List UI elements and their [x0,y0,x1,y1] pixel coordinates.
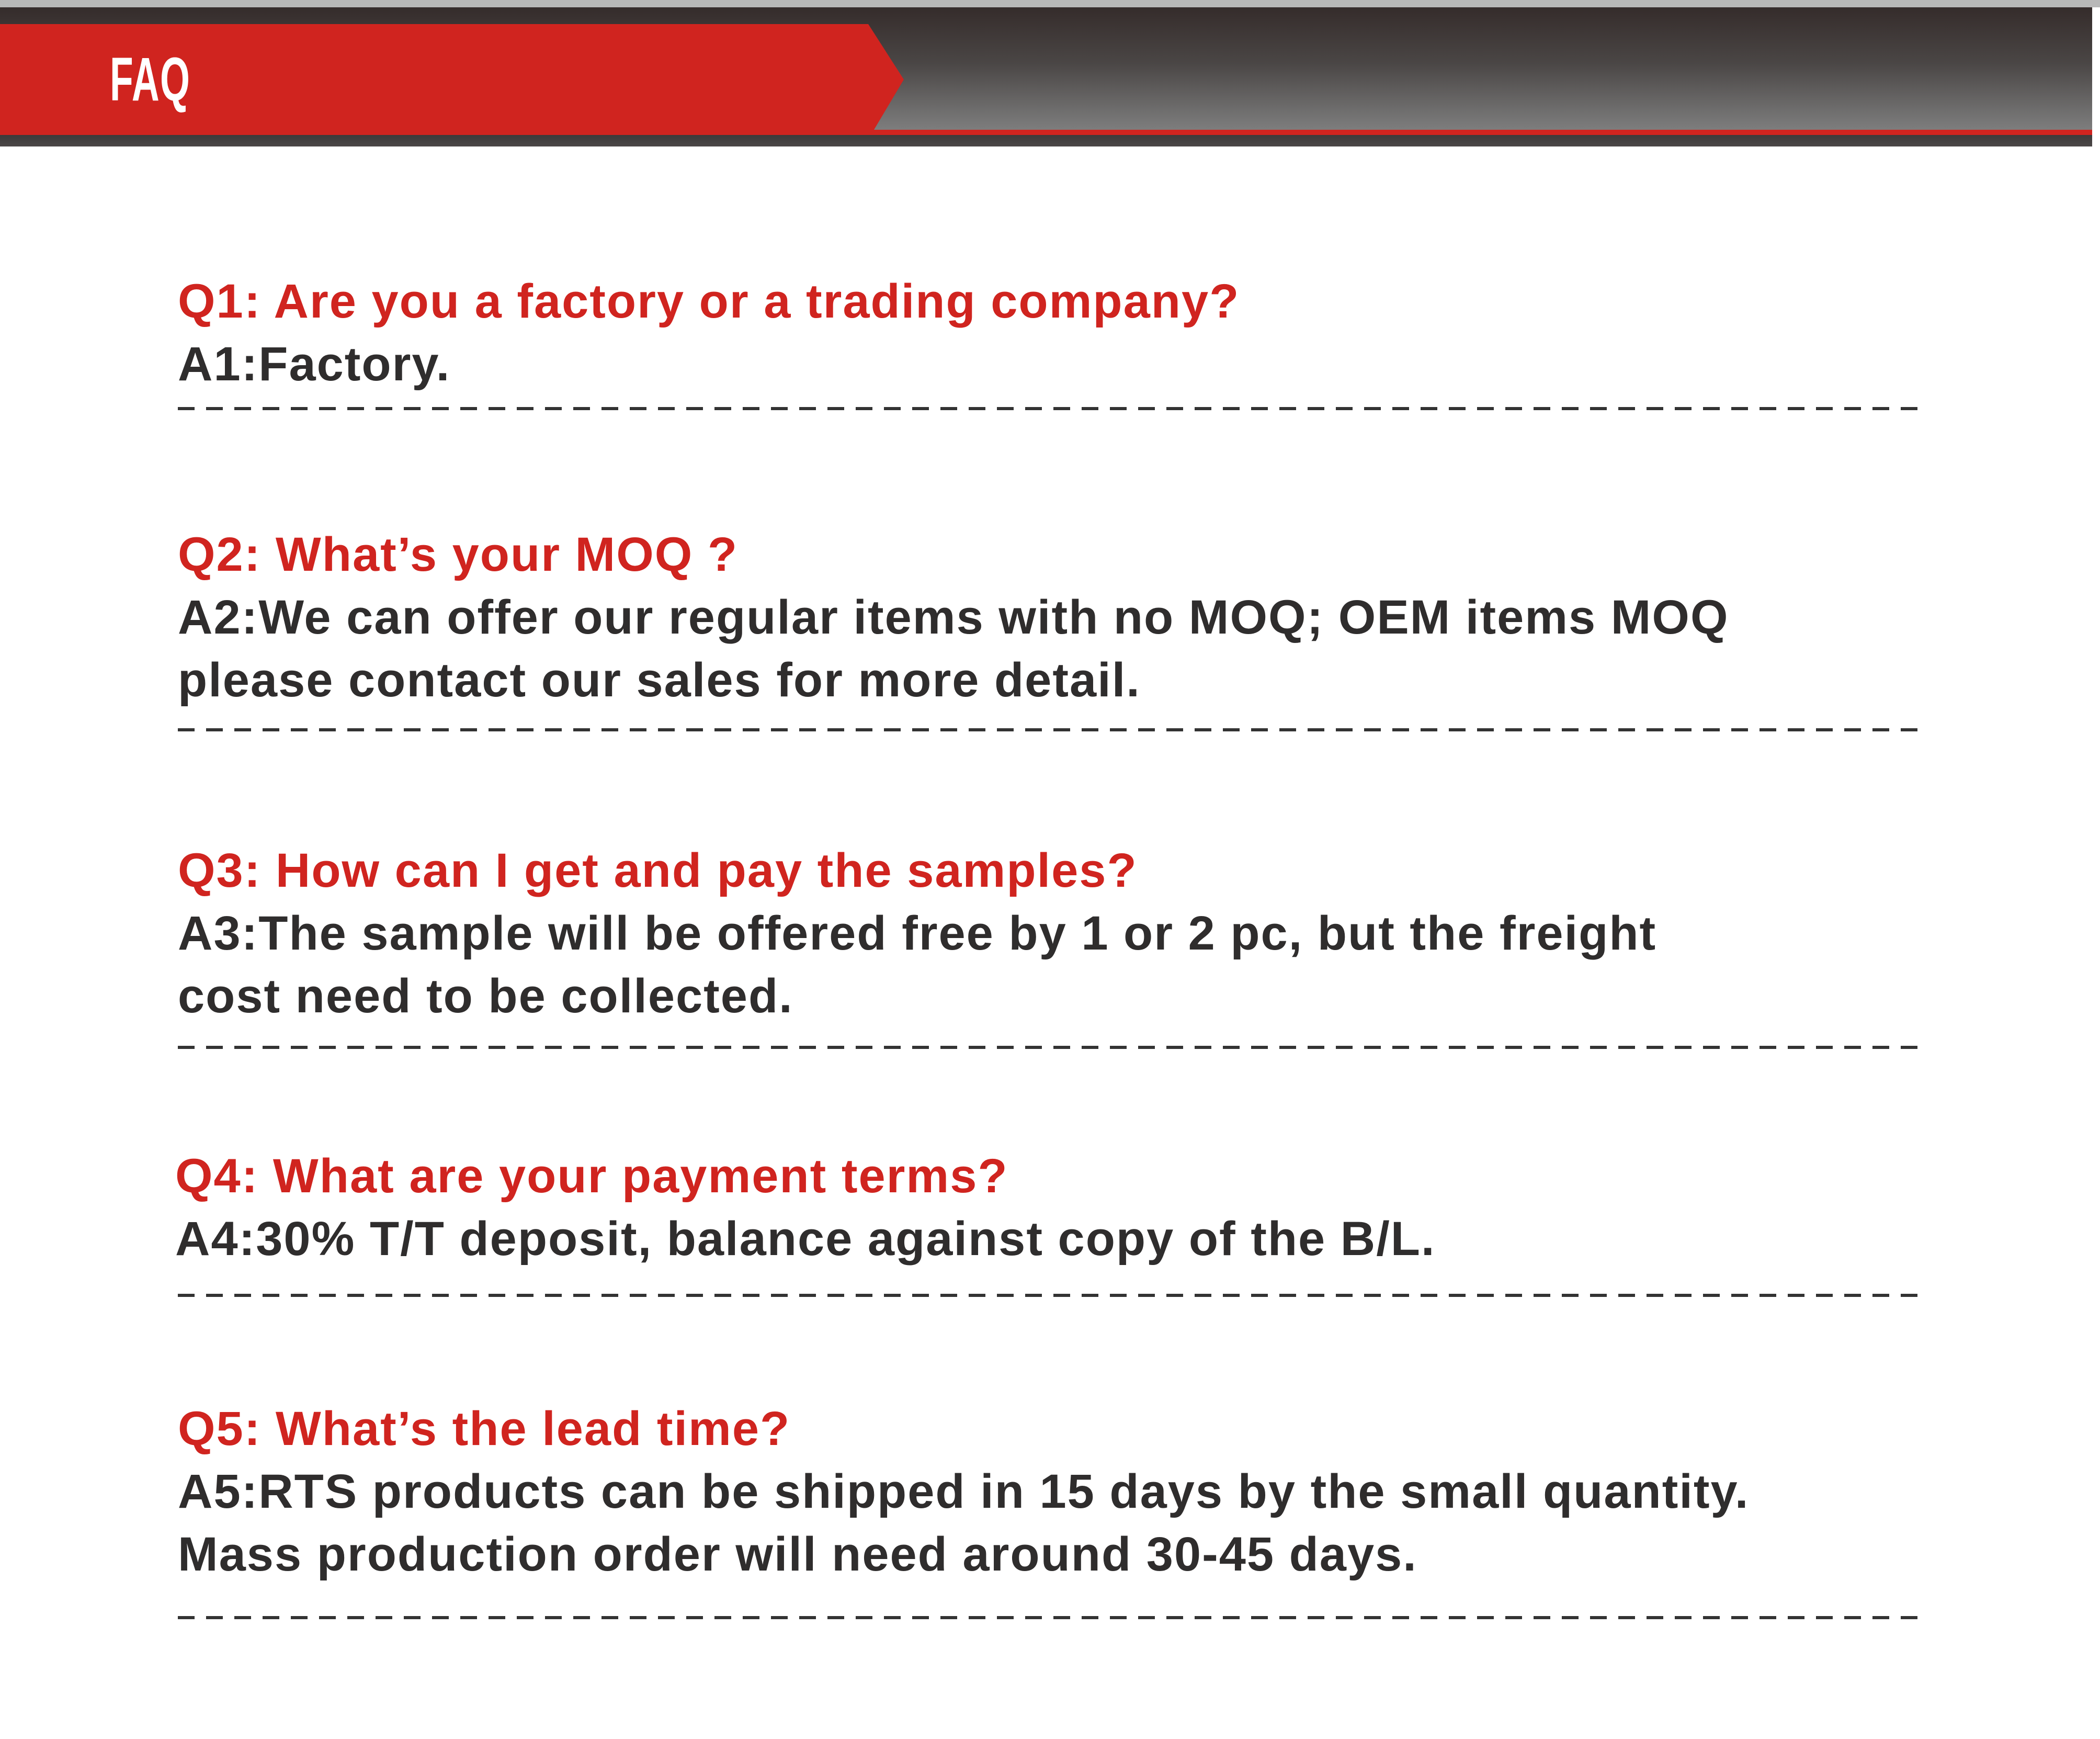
faq-item-2: Q2: What’s your MOQ ? A2:We can offer ou… [178,523,1956,712]
question: Q5: What’s the lead time? [178,1402,791,1455]
answer: A1:Factory. [178,337,451,391]
faq-item-4: Q4: What are your payment terms? A4:30% … [175,1145,1954,1270]
question: Q2: What’s your MOQ ? [178,528,739,581]
top-border [0,0,2100,7]
header-bottom-strip [0,135,2092,146]
answer: A5:RTS products can be shipped in 15 day… [178,1465,1750,1518]
answer: A4:30% T/T deposit, balance against copy… [175,1212,1436,1266]
question: Q3: How can I get and pay the samples? [178,844,1138,897]
page-title: FAQ [110,45,191,114]
answer: cost need to be collected. [178,969,793,1023]
header-red-flag [0,24,904,135]
answer: A2:We can offer our regular items with n… [178,591,1729,644]
divider [178,1616,1925,1619]
faq-item-1: Q1: Are you a factory or a trading compa… [178,270,1956,396]
divider [178,1046,1925,1049]
faq-item-5: Q5: What’s the lead time? A5:RTS product… [178,1397,1956,1586]
question: Q4: What are your payment terms? [175,1149,1008,1203]
divider [178,407,1925,410]
header-red-line [0,130,2092,135]
answer: please contact our sales for more detail… [178,653,1141,707]
faq-item-3: Q3: How can I get and pay the samples? A… [178,839,1956,1027]
divider [178,1294,1925,1297]
answer: Mass production order will need around 3… [178,1528,1417,1581]
divider [178,728,1925,731]
question: Q1: Are you a factory or a trading compa… [178,275,1240,328]
answer: A3:The sample will be offered free by 1 … [178,907,1657,960]
